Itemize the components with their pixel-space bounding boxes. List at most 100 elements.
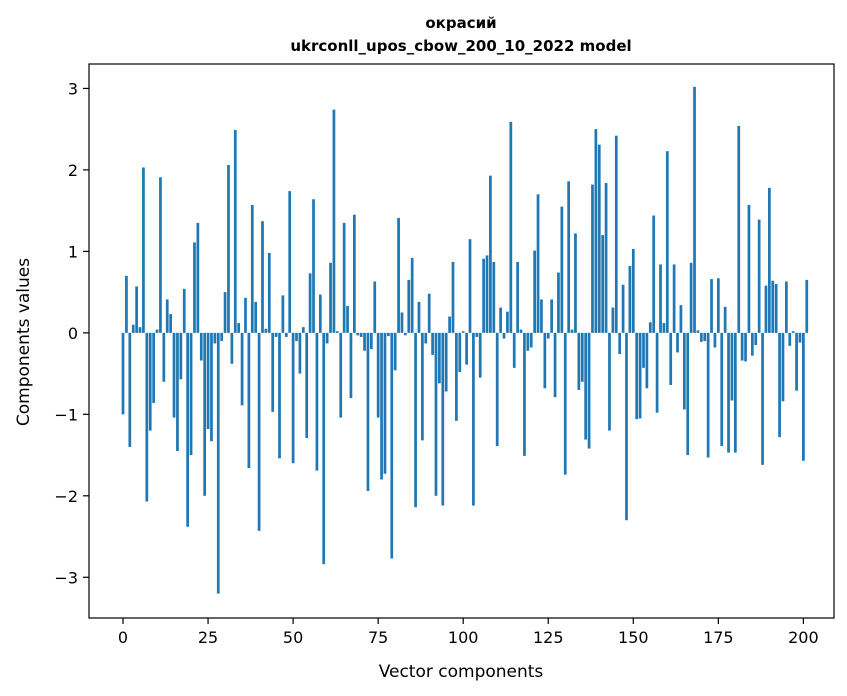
bar-18 [182,288,186,333]
bar-111 [499,307,502,333]
bar-132 [570,329,574,333]
bar-182 [740,332,744,361]
bar-45 [274,332,278,337]
bar-16 [176,332,179,451]
bar-144 [611,307,615,333]
bar-55 [308,273,312,333]
bar-26 [210,332,213,442]
bar-189 [764,285,768,333]
bar-19 [186,332,190,527]
bar-104 [475,332,479,337]
bar-148 [625,332,628,521]
bar-88 [421,332,424,441]
bar-58 [318,294,322,333]
bar-169 [696,330,700,333]
x-tick-label: 125 [533,628,564,647]
bar-163 [676,332,679,353]
bar-37 [247,332,251,469]
bar-2 [128,332,132,447]
bar-25 [206,332,210,429]
bar-61 [329,262,332,333]
bar-129 [560,206,564,333]
bar-33 [233,129,237,333]
bar-84 [407,279,411,333]
bar-160 [665,151,669,333]
bar-146 [618,332,622,355]
bar-89 [424,332,428,344]
bar-99 [458,332,462,372]
bar-168 [693,86,696,333]
bar-83 [404,332,407,336]
bar-139 [594,129,598,333]
bar-128 [557,272,560,333]
bar-103 [472,332,475,506]
bar-65 [342,222,346,333]
bar-140 [597,144,601,333]
bar-44 [271,332,275,412]
bar-107 [485,255,489,333]
bar-11 [159,177,162,333]
bar-31 [227,165,230,333]
bar-127 [553,332,557,398]
bar-74 [373,281,377,333]
bar-133 [574,233,577,333]
bar-72 [366,332,370,491]
bar-38 [250,204,254,333]
bar-86 [414,332,417,508]
bar-32 [230,332,234,364]
bar-175 [716,278,720,333]
x-axis-ticks: 0 25 50 75 100 125 150 175 200 [118,618,819,647]
bar-93 [438,332,441,384]
bar-186 [754,332,758,346]
bar-192 [774,283,778,333]
bar-3 [131,324,135,333]
bar-60 [325,332,329,344]
bar-56 [312,199,315,333]
bar-40 [257,332,261,531]
bar-157 [655,332,659,413]
bar-29 [220,332,224,341]
bar-108 [489,175,492,333]
bar-118 [523,332,526,456]
bar-190 [768,187,771,333]
bar-138 [591,184,594,333]
chart-title: окрасий [425,14,496,32]
bar-177 [723,306,727,333]
bar-96 [448,316,451,333]
bar-172 [706,332,710,458]
bar-27 [213,332,217,344]
bar-166 [686,332,690,456]
bar-57 [315,332,319,471]
bar-1 [125,275,128,333]
bar-187 [757,219,761,333]
bar-69 [356,332,360,336]
bar-179 [730,332,734,401]
bar-117 [519,329,523,333]
bar-120 [529,332,533,348]
bar-102 [468,239,472,333]
x-axis-label: Vector components [379,662,544,682]
bar-197 [791,331,795,333]
bar-47 [281,295,285,333]
bar-178 [727,332,730,453]
bar-64 [339,332,343,418]
bar-109 [492,261,496,333]
bar-73 [369,332,373,350]
bar-162 [672,264,676,333]
bar-8 [148,332,152,431]
bar-82 [400,312,404,333]
bar-62 [332,109,336,333]
y-axis-ticks: −3 −2 −1 0 1 2 3 [54,79,89,587]
bar-63 [335,331,339,333]
y-tick-label: −3 [54,568,78,587]
bar-183 [744,332,747,362]
bar-5 [138,327,142,333]
bar-201 [805,279,809,333]
bar-15 [172,332,176,418]
bar-142 [604,182,608,333]
bar-145 [614,135,618,333]
bar-68 [352,214,356,333]
bar-131 [567,181,571,333]
bar-95 [444,332,448,392]
